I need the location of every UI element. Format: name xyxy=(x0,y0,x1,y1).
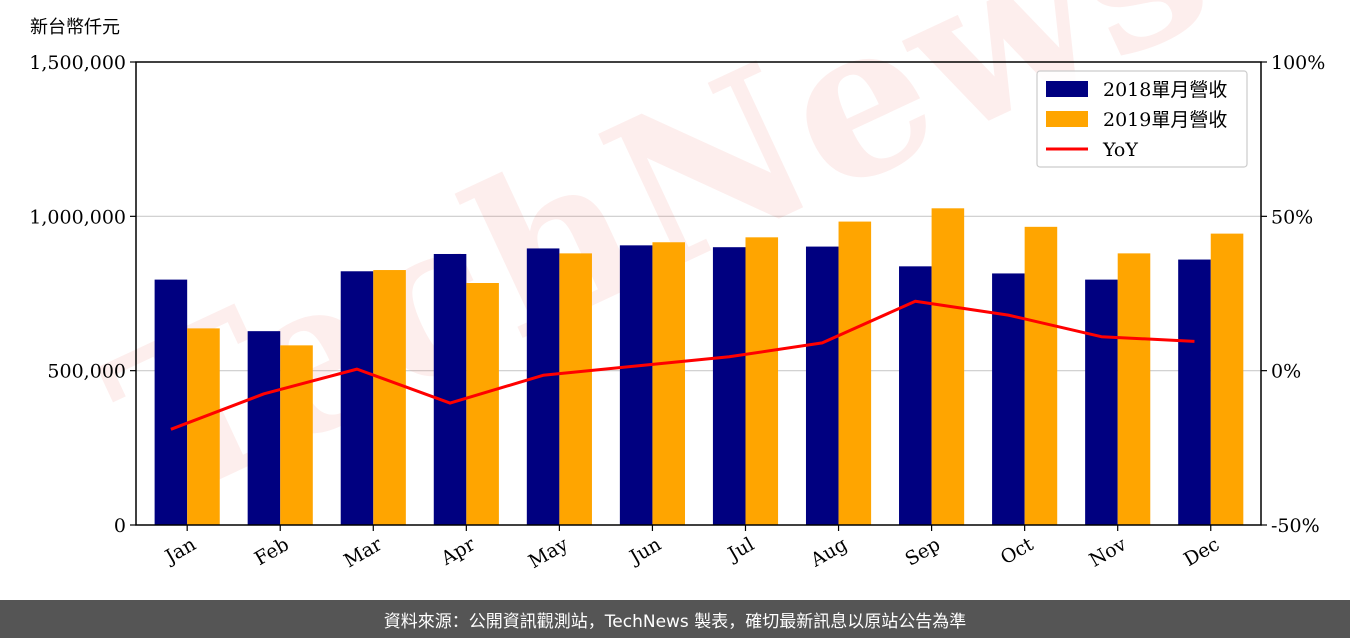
legend-label: YoY xyxy=(1102,139,1138,161)
bar-2018 xyxy=(992,273,1025,525)
bar-2019 xyxy=(931,208,965,526)
y2-tick-label: 100% xyxy=(1271,52,1325,74)
x-tick-label: Jul xyxy=(723,533,758,566)
bar-2018 xyxy=(433,253,467,525)
yoy-line xyxy=(170,299,1195,431)
x-tick-label: Nov xyxy=(1086,533,1131,572)
legend: 2018單月營收 2019單月營收 YoY xyxy=(1036,70,1248,168)
bar-2019 xyxy=(1210,233,1244,526)
bar-2018 xyxy=(805,246,839,525)
x-tick-label: Oct xyxy=(997,533,1038,569)
bar-2018 xyxy=(526,248,560,525)
bar-2018 xyxy=(1178,259,1211,525)
bar-2018 xyxy=(247,331,281,525)
bar-2018 xyxy=(712,247,746,525)
source-footer: 資料來源：公開資訊觀測站，TechNews 製表，確切最新訊息以原站公告為準 xyxy=(0,600,1350,638)
x-tick-label: Mar xyxy=(340,533,386,572)
plot-frame xyxy=(135,61,1262,526)
y2-tick-label: 0% xyxy=(1271,361,1301,383)
bar-2018 xyxy=(619,245,653,525)
x-tick-label: May xyxy=(525,533,572,573)
x-tick-label: Feb xyxy=(251,533,293,570)
bar-2019 xyxy=(1024,226,1058,525)
bar-2018 xyxy=(1085,279,1118,525)
legend-swatch xyxy=(1046,81,1088,97)
bar-2019 xyxy=(466,283,499,525)
grid-lines xyxy=(136,215,1261,372)
bar-2019 xyxy=(745,237,779,525)
legend-swatch xyxy=(1046,111,1088,127)
bar-2019 xyxy=(187,328,220,525)
yoy-line-layer xyxy=(170,299,1195,431)
x-tick-label: Dec xyxy=(1180,533,1223,571)
bar-2019 xyxy=(373,270,406,525)
bars-layer xyxy=(154,208,1244,526)
x-tick-label: Sep xyxy=(902,533,945,570)
bar-2018 xyxy=(899,266,932,525)
x-tick-label: Jun xyxy=(624,533,665,569)
source-note: 資料來源：公開資訊觀測站，TechNews 製表，確切最新訊息以原站公告為準 xyxy=(383,611,967,632)
legend-label: 2019單月營收 xyxy=(1103,109,1227,131)
y2-tick-label: 50% xyxy=(1271,206,1313,228)
bar-2018 xyxy=(340,271,374,525)
x-tick-label: Aug xyxy=(806,533,851,572)
bar-2019 xyxy=(559,253,592,525)
bar-2018 xyxy=(154,279,188,525)
y2-tick-label: -50% xyxy=(1271,515,1320,537)
bar-2019 xyxy=(652,242,686,525)
x-tick-label: Apr xyxy=(437,533,480,570)
bar-2019 xyxy=(280,345,313,525)
y-tick-label: 0 xyxy=(114,515,126,537)
y-tick-label: 1,000,000 xyxy=(29,206,126,228)
y-tick-label: 500,000 xyxy=(47,361,126,383)
y-axis-label: 新台幣仟元 xyxy=(30,17,120,38)
legend-box xyxy=(1036,70,1248,168)
y-tick-label: 1,500,000 xyxy=(29,52,126,74)
axes-frame xyxy=(130,61,1267,531)
chart-svg: TechNews 0500,0001,000,0001,500,000-50%0… xyxy=(29,0,1325,573)
bar-2019 xyxy=(1117,253,1151,525)
legend-label: 2018單月營收 xyxy=(1103,79,1227,101)
bar-2019 xyxy=(838,221,872,525)
